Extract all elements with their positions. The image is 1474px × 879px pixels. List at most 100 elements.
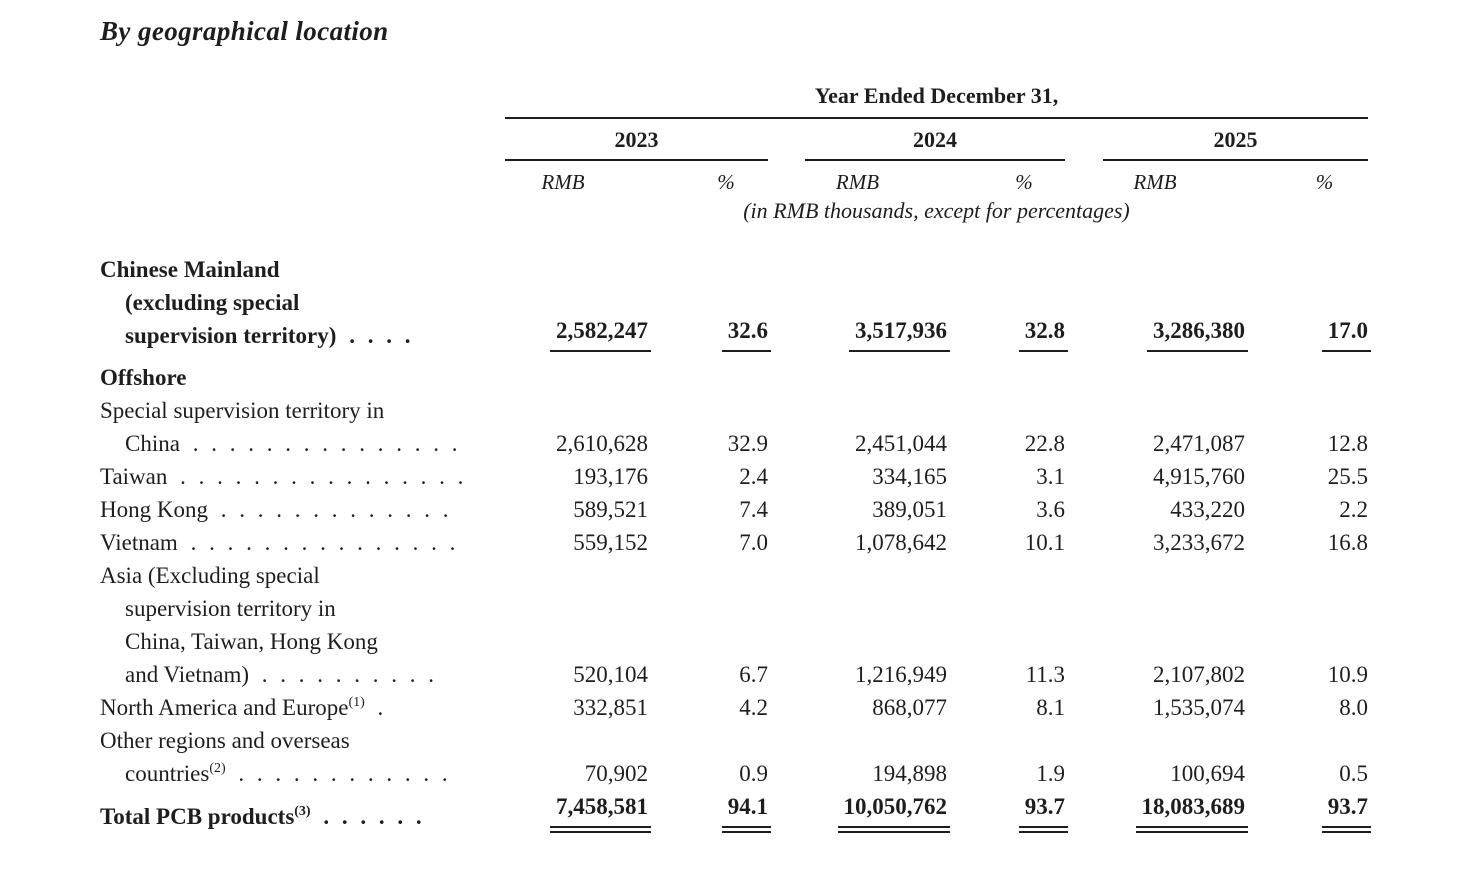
cell-2023-pct: 32.9: [668, 427, 768, 460]
cell-value: 8.0: [1339, 695, 1368, 720]
row-label: Vietnam . . . . . . . . . . . . . . .: [100, 526, 478, 559]
table-row-hong-kong: Hong Kong . . . . . . . . . . . . . 589,5…: [100, 493, 1368, 526]
row-label-line: Total PCB products(3) . . . . . .: [100, 804, 422, 829]
leader-dots: . . . . . . . . . . . . .: [207, 497, 449, 522]
cell-2025-pct: 10.9: [1265, 658, 1368, 691]
column-header-year-2024: 2024: [805, 119, 1065, 161]
cell-2023-pct: 2.4: [668, 460, 768, 493]
table-row-north-america-and-europe: North America and Europe(1) . 332,851 4.2 8…: [100, 691, 1368, 724]
cell-value: 93.7: [1018, 790, 1068, 833]
cell-2023-pct: 6.7: [668, 658, 768, 691]
cell-2024-pct: 3.1: [967, 460, 1065, 493]
row-label-line: (excluding special: [125, 290, 300, 315]
geographical-location-table: Year Ended December 31, 2023 2024 2025 R…: [100, 83, 1371, 833]
row-label-line: Offshore: [100, 365, 187, 390]
row-label-line: North America and Europe(1) .: [100, 695, 384, 720]
table-row-vietnam: Vietnam . . . . . . . . . . . . . . . 559…: [100, 526, 1368, 559]
table-row-offshore: Offshore: [100, 361, 1368, 394]
cell-value: 1,078,642: [855, 530, 947, 555]
cell-value: 100,694: [1170, 761, 1245, 786]
table-row-chinese-mainland: Chinese Mainland (excluding special superv…: [100, 253, 1371, 352]
cell-2024-pct: 8.1: [967, 691, 1065, 724]
cell-value: 2,107,802: [1153, 662, 1245, 687]
units-note: (in RMB thousands, except for percentage…: [743, 198, 1130, 223]
cell-2024-rmb: 2,451,044: [768, 427, 967, 460]
cell-value: 32.8: [1018, 314, 1068, 352]
leader-dots: . . . .: [336, 323, 411, 348]
row-label-line: China, Taiwan, Hong Kong: [125, 629, 378, 654]
cell-2023-rmb: 7,458,581: [478, 790, 668, 833]
cell-value: 589,521: [573, 497, 648, 522]
cell-value: 1,535,074: [1153, 695, 1245, 720]
cell-value: 2.4: [739, 464, 768, 489]
row-label-line: countries(2) . . . . . . . . . . . .: [125, 761, 448, 786]
cell-2024-pct: 93.7: [967, 790, 1068, 833]
cell-2023-pct: 0.9: [668, 757, 768, 790]
leader-dots: . . . . . . . . . .: [249, 662, 435, 687]
row-label-line: Special supervision territory in: [100, 398, 385, 423]
cell-value: 868,077: [872, 695, 947, 720]
row-label: Hong Kong . . . . . . . . . . . . .: [100, 493, 478, 526]
cell-value: 7.4: [739, 497, 768, 522]
cell-value: 433,220: [1170, 497, 1245, 522]
cell-2024-pct: 22.8: [967, 427, 1065, 460]
cell-2023-rmb: 2,610,628: [478, 427, 668, 460]
cell-2024-rmb: 334,165: [768, 460, 967, 493]
cell-value: 1.9: [1036, 761, 1065, 786]
leader-dots: . . . . . . . . . . . . . . . .: [167, 464, 464, 489]
cell-value: 16.8: [1327, 530, 1368, 555]
cell-value: 17.0: [1321, 314, 1371, 352]
cell-2025-pct: 93.7: [1265, 790, 1371, 833]
cell-value: 25.5: [1327, 464, 1368, 489]
row-label-line: Asia (Excluding special: [100, 563, 320, 588]
leader-dots: . . . . . . . . . . . . . . .: [177, 530, 456, 555]
cell-value: 94.1: [721, 790, 771, 833]
footnote-marker: (3): [294, 804, 311, 819]
cell-value: 18,083,689: [1135, 790, 1248, 833]
footnote-marker: (2): [209, 761, 226, 776]
row-label: Taiwan . . . . . . . . . . . . . . . .: [100, 460, 478, 493]
column-group-header-year-ended: Year Ended December 31,: [505, 83, 1368, 119]
header-spacer: [100, 83, 478, 119]
cell-2025-rmb: 433,220: [1065, 493, 1265, 526]
row-label-line: Other regions and overseas: [100, 728, 350, 753]
cell-2025-rmb: 1,535,074: [1065, 691, 1265, 724]
cell-value: 3,286,380: [1147, 314, 1248, 352]
cell-value: 2,610,628: [556, 431, 648, 456]
cell-2024-pct: 3.6: [967, 493, 1065, 526]
column-header-2024-pct: %: [1015, 170, 1033, 194]
cell-value: 8.1: [1036, 695, 1065, 720]
cell-2025-rmb: 4,915,760: [1065, 460, 1265, 493]
cell-value: 1,216,949: [855, 662, 947, 687]
cell-2025-pct: 16.8: [1265, 526, 1368, 559]
cell-value: 2.2: [1339, 497, 1368, 522]
cell-value: 2,471,087: [1153, 431, 1245, 456]
column-header-2023-pct: %: [717, 170, 735, 194]
cell-value: 2,451,044: [855, 431, 947, 456]
cell-2023-rmb: 332,851: [478, 691, 668, 724]
cell-value: 3,517,936: [849, 314, 950, 352]
row-label: Special supervision territory in China . …: [100, 394, 478, 460]
table-span-header-row: Year Ended December 31,: [100, 83, 1368, 119]
cell-2023-pct: 94.1: [668, 790, 771, 833]
cell-2025-rmb: 100,694: [1065, 757, 1265, 790]
table-row-taiwan: Taiwan . . . . . . . . . . . . . . . . 19…: [100, 460, 1368, 493]
cell-value: 10,050,762: [837, 790, 950, 833]
cell-2023-rmb: 70,902: [478, 757, 668, 790]
column-header-2023-rmb: RMB: [541, 170, 585, 194]
cell-2025-pct: 0.5: [1265, 757, 1368, 790]
cell-2024-pct: 11.3: [967, 658, 1065, 691]
cell-2024-pct: 1.9: [967, 757, 1065, 790]
cell-value: 3.6: [1036, 497, 1065, 522]
cell-2024-rmb: 3,517,936: [768, 314, 967, 352]
cell-2025-rmb: 3,233,672: [1065, 526, 1265, 559]
cell-value: 0.5: [1339, 761, 1368, 786]
cell-2023-pct: 7.0: [668, 526, 768, 559]
cell-value: 70,902: [584, 761, 648, 786]
cell-value: 11.3: [1025, 662, 1065, 687]
cell-value: 3.1: [1036, 464, 1065, 489]
row-label-line: supervision territory) . . . .: [125, 323, 411, 348]
cell-value: 10.9: [1327, 662, 1368, 687]
row-label: Offshore: [100, 361, 478, 394]
cell-2025-rmb: 2,107,802: [1065, 658, 1265, 691]
